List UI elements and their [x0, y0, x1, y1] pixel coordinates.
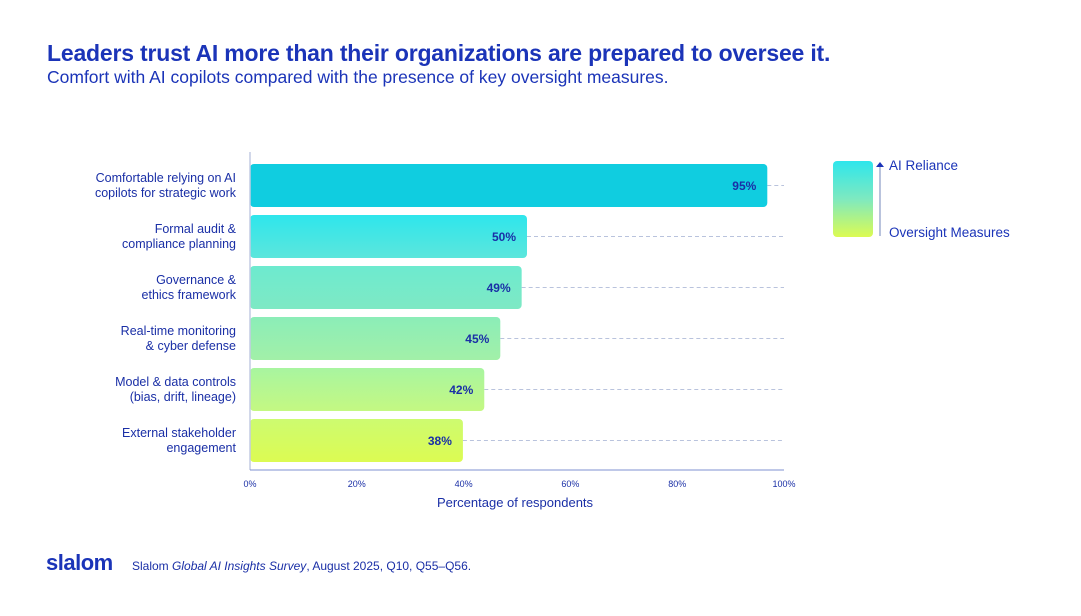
category-label: Real-time monitoring	[121, 324, 236, 338]
category-label: (bias, drift, lineage)	[130, 390, 236, 404]
category-label: External stakeholder	[122, 426, 236, 440]
x-tick-label: 80%	[668, 479, 686, 489]
legend-bottom-label: Oversight Measures	[889, 225, 1010, 240]
bar	[250, 215, 527, 258]
category-label: engagement	[166, 441, 236, 455]
legend-top-label: AI Reliance	[889, 158, 959, 173]
slalom-logo: slalom	[46, 550, 113, 575]
bar	[250, 317, 501, 360]
category-label: copilots for strategic work	[95, 186, 237, 200]
source-suffix: , August 2025, Q10, Q55–Q56.	[306, 559, 472, 573]
arrow-up-icon	[876, 162, 884, 236]
x-tick-label: 0%	[243, 479, 256, 489]
category-label: Formal audit &	[155, 222, 237, 236]
data-label: 50%	[492, 230, 516, 244]
bar	[250, 368, 485, 411]
x-tick-label: 40%	[455, 479, 473, 489]
x-tick-label: 20%	[348, 479, 366, 489]
source-note: Slalom Global AI Insights Survey, August…	[132, 559, 471, 573]
category-label: Governance &	[156, 273, 237, 287]
legend-gradient	[833, 161, 873, 237]
bar	[250, 419, 463, 462]
category-label: Comfortable relying on AI	[96, 171, 236, 185]
source-prefix: Slalom	[132, 559, 173, 573]
bar	[250, 164, 768, 207]
chart-subtitle: Comfort with AI copilots compared with t…	[47, 67, 669, 87]
category-label: Model & data controls	[115, 375, 236, 389]
x-tick-label: 100%	[772, 479, 795, 489]
data-label: 95%	[732, 179, 756, 193]
category-label: & cyber defense	[146, 339, 236, 353]
bar	[250, 266, 522, 309]
data-label: 38%	[428, 434, 452, 448]
chart-title: Leaders trust AI more than their organiz…	[47, 40, 831, 66]
x-axis-label: Percentage of respondents	[437, 495, 594, 510]
category-label: ethics framework	[142, 288, 237, 302]
source-survey-name: Global AI Insights Survey	[172, 559, 307, 573]
data-label: 45%	[465, 332, 489, 346]
category-label: compliance planning	[122, 237, 236, 251]
x-tick-label: 60%	[561, 479, 579, 489]
data-label: 49%	[487, 281, 511, 295]
data-label: 42%	[449, 383, 473, 397]
